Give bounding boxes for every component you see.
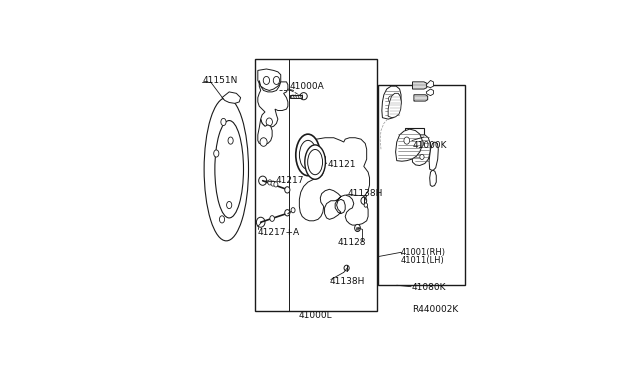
Ellipse shape [355, 224, 360, 231]
Ellipse shape [285, 210, 290, 216]
Polygon shape [382, 86, 401, 119]
Ellipse shape [340, 149, 359, 181]
Bar [255, 59, 377, 311]
Text: 41138H: 41138H [347, 189, 383, 198]
Ellipse shape [259, 176, 267, 185]
Ellipse shape [420, 154, 424, 160]
Ellipse shape [227, 202, 232, 209]
Polygon shape [258, 119, 272, 145]
Polygon shape [290, 95, 302, 97]
Ellipse shape [214, 150, 219, 157]
Text: 41138H: 41138H [330, 277, 365, 286]
Text: 41128: 41128 [338, 238, 367, 247]
Text: 41080K: 41080K [412, 283, 446, 292]
Ellipse shape [291, 208, 295, 213]
Polygon shape [388, 93, 401, 118]
Ellipse shape [274, 182, 278, 187]
Text: 41001(RH): 41001(RH) [401, 248, 446, 257]
Ellipse shape [300, 140, 316, 170]
Ellipse shape [270, 216, 275, 221]
Polygon shape [429, 170, 436, 186]
Polygon shape [414, 95, 428, 101]
Ellipse shape [204, 97, 248, 241]
Polygon shape [426, 80, 433, 87]
Bar [378, 85, 465, 285]
Polygon shape [222, 92, 241, 103]
Ellipse shape [220, 216, 225, 223]
Ellipse shape [419, 140, 424, 147]
Ellipse shape [271, 181, 275, 186]
Text: 41217+A: 41217+A [257, 228, 300, 237]
Polygon shape [258, 69, 281, 90]
Ellipse shape [215, 121, 243, 218]
Ellipse shape [285, 187, 290, 193]
Bar [405, 128, 424, 145]
Ellipse shape [296, 134, 320, 176]
Ellipse shape [228, 137, 233, 144]
Ellipse shape [221, 118, 226, 126]
Bar [324, 149, 349, 181]
Ellipse shape [308, 150, 323, 175]
Ellipse shape [388, 96, 394, 102]
Text: 41217: 41217 [276, 176, 304, 186]
Ellipse shape [257, 217, 265, 227]
Ellipse shape [314, 149, 333, 181]
Polygon shape [413, 82, 427, 89]
Ellipse shape [263, 76, 269, 84]
Text: 41000L: 41000L [298, 311, 332, 320]
Ellipse shape [268, 180, 272, 185]
Ellipse shape [273, 76, 280, 84]
Polygon shape [426, 89, 433, 96]
Polygon shape [429, 142, 438, 171]
Text: R440002K: R440002K [412, 305, 458, 314]
Polygon shape [300, 138, 369, 225]
Text: 41151N: 41151N [202, 76, 238, 85]
Polygon shape [258, 80, 288, 128]
Ellipse shape [361, 197, 367, 204]
Polygon shape [412, 135, 430, 166]
Text: 41011(LH): 41011(LH) [401, 256, 445, 264]
Ellipse shape [260, 138, 267, 146]
Ellipse shape [266, 118, 273, 126]
Ellipse shape [364, 203, 367, 207]
Text: 41000K: 41000K [413, 141, 447, 150]
Text: 41000A: 41000A [289, 82, 324, 91]
Text: 41121: 41121 [327, 160, 356, 169]
Ellipse shape [305, 145, 325, 179]
Ellipse shape [404, 137, 410, 144]
Ellipse shape [344, 265, 349, 271]
Ellipse shape [300, 93, 307, 100]
Polygon shape [396, 129, 422, 161]
Ellipse shape [390, 109, 395, 115]
